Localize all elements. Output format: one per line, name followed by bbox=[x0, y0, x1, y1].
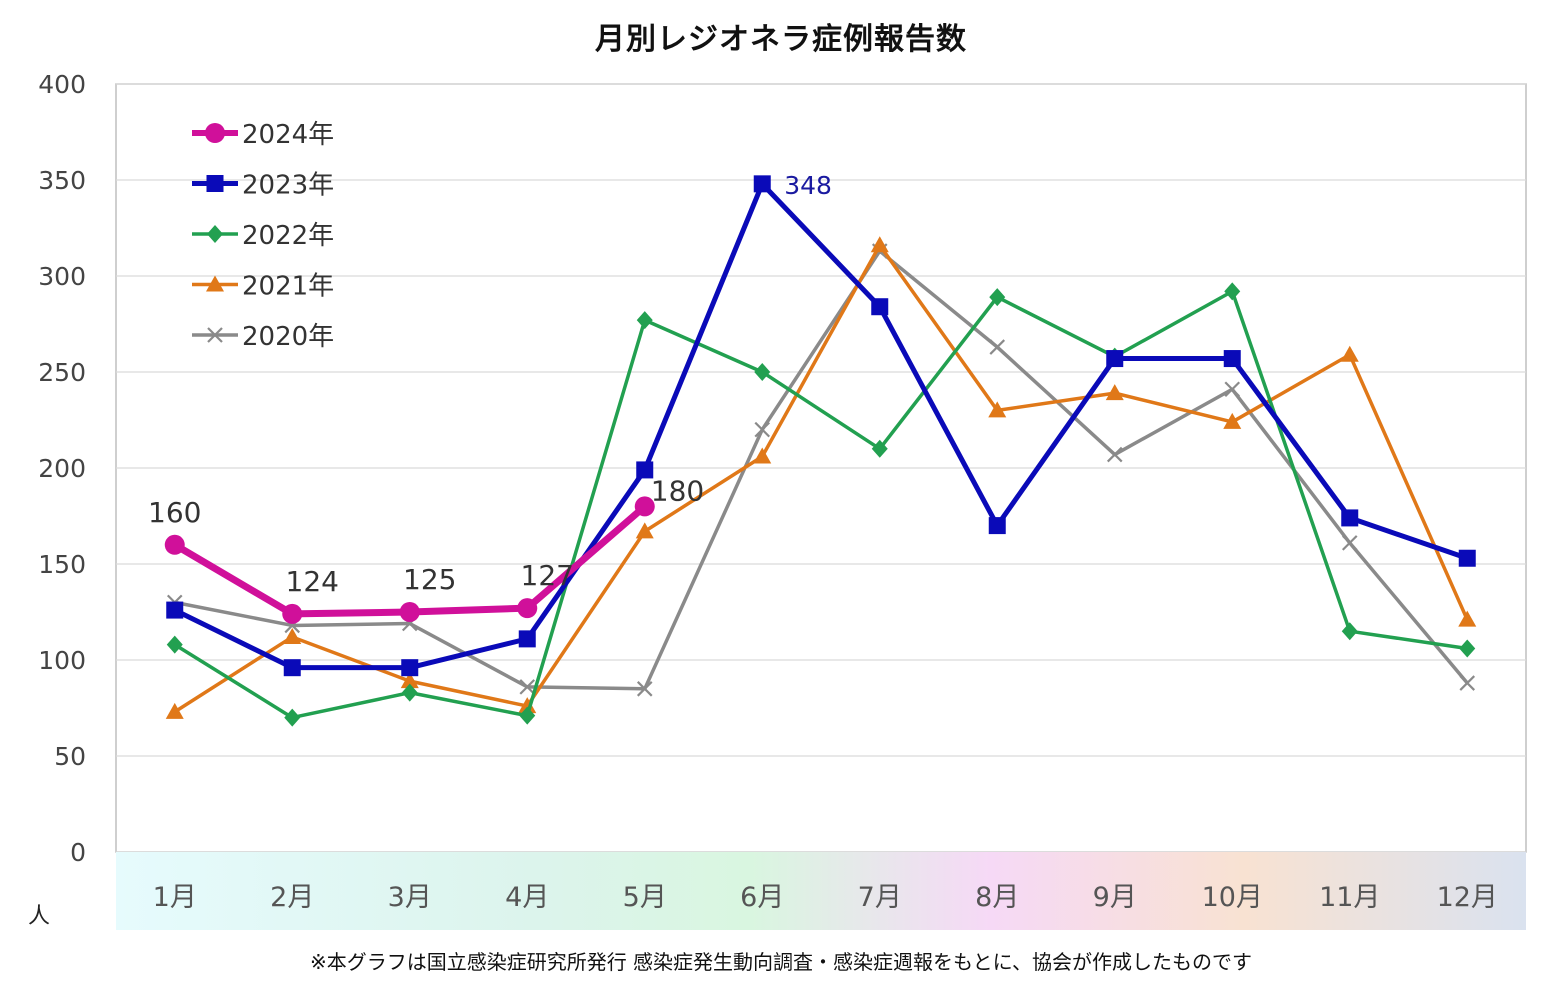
footnote: ※本グラフは国立感染症研究所発行 感染症発生動向調査・感染症週報をもとに、協会が… bbox=[309, 950, 1253, 974]
data-point bbox=[518, 630, 536, 648]
x-tick-label: 9月 bbox=[1093, 882, 1137, 913]
data-point bbox=[517, 598, 538, 619]
data-point bbox=[1341, 535, 1358, 551]
data-point bbox=[519, 679, 536, 695]
data-label: 180 bbox=[651, 474, 704, 507]
x-tick-label: 4月 bbox=[505, 882, 549, 913]
data-point bbox=[1223, 350, 1241, 368]
x-tick-label: 8月 bbox=[975, 882, 1019, 913]
x-tick-label: 7月 bbox=[858, 882, 902, 913]
data-point bbox=[401, 659, 419, 677]
data-point bbox=[1106, 350, 1124, 368]
data-point bbox=[282, 603, 303, 624]
y-tick-label: 150 bbox=[38, 550, 86, 579]
y-tick-label: 350 bbox=[38, 166, 86, 195]
data-point bbox=[989, 339, 1006, 355]
data-point bbox=[636, 461, 654, 479]
data-point bbox=[634, 496, 655, 517]
series-line-2022年 bbox=[173, 289, 1468, 720]
series-line-2021年 bbox=[173, 243, 1469, 714]
data-point bbox=[164, 534, 185, 555]
y-tick-label: 50 bbox=[54, 742, 86, 771]
data-point bbox=[1106, 446, 1123, 463]
y-tick-label: 250 bbox=[38, 358, 86, 387]
data-point bbox=[283, 627, 302, 644]
y-tick-label: 100 bbox=[38, 646, 86, 675]
data-point bbox=[207, 225, 223, 243]
data-point bbox=[519, 706, 536, 725]
data-label: 348 bbox=[784, 171, 832, 200]
data-label: 127 bbox=[521, 559, 574, 592]
x-tick-label: 1月 bbox=[153, 882, 197, 913]
x-tick-label: 3月 bbox=[388, 882, 432, 913]
x-tick-label: 11月 bbox=[1319, 882, 1380, 913]
series-line-2023年 bbox=[173, 181, 1469, 671]
y-tick-label: 200 bbox=[38, 454, 86, 483]
data-point bbox=[400, 672, 419, 689]
legend-label: 2023年 bbox=[242, 171, 334, 201]
data-point bbox=[1458, 610, 1477, 627]
data-point bbox=[1223, 412, 1242, 429]
data-point bbox=[206, 275, 224, 292]
data-point bbox=[401, 683, 418, 702]
legend-label: 2020年 bbox=[242, 322, 334, 352]
data-point bbox=[283, 659, 301, 677]
data-point bbox=[166, 601, 184, 619]
data-point bbox=[871, 439, 888, 458]
legend-label: 2022年 bbox=[242, 221, 334, 251]
data-point bbox=[754, 363, 771, 381]
data-point bbox=[636, 311, 653, 330]
data-label: 160 bbox=[148, 496, 201, 529]
data-point bbox=[754, 421, 771, 438]
data-point bbox=[166, 635, 183, 654]
legend-label: 2024年 bbox=[242, 120, 334, 150]
data-point bbox=[1340, 345, 1359, 362]
y-tick-label: 0 bbox=[70, 838, 86, 867]
data-point bbox=[989, 288, 1006, 307]
chart-title: 月別レジオネラ症例報告数 bbox=[595, 22, 967, 57]
data-point bbox=[871, 298, 889, 316]
y-tick-label: 300 bbox=[38, 262, 86, 291]
data-point bbox=[1341, 622, 1358, 641]
data-point bbox=[1459, 675, 1476, 691]
y-tick-label: 400 bbox=[38, 70, 86, 99]
y-axis-label: 人 bbox=[28, 904, 51, 929]
data-point bbox=[518, 697, 537, 714]
data-point bbox=[635, 522, 654, 539]
data-point bbox=[1105, 384, 1124, 401]
data-point bbox=[1459, 639, 1476, 658]
data-point bbox=[753, 175, 771, 193]
category-band bbox=[116, 852, 1526, 930]
data-point bbox=[284, 708, 301, 727]
series-line-2020年 bbox=[174, 249, 1469, 691]
data-point bbox=[636, 681, 653, 697]
data-point bbox=[207, 327, 223, 343]
data-point bbox=[165, 702, 184, 719]
data-point bbox=[753, 447, 772, 464]
data-label: 124 bbox=[286, 565, 339, 598]
data-point bbox=[870, 236, 889, 253]
data-point bbox=[205, 123, 225, 143]
data-point bbox=[1341, 509, 1359, 527]
x-tick-label: 10月 bbox=[1202, 882, 1263, 913]
x-tick-label: 12月 bbox=[1437, 882, 1498, 913]
data-label: 125 bbox=[403, 563, 456, 596]
data-point bbox=[1224, 381, 1241, 398]
data-point bbox=[1224, 282, 1241, 301]
x-tick-label: 2月 bbox=[270, 882, 314, 913]
x-tick-label: 5月 bbox=[623, 882, 667, 913]
data-point bbox=[988, 401, 1007, 418]
data-point bbox=[206, 175, 224, 192]
data-point bbox=[399, 602, 420, 622]
data-point bbox=[988, 517, 1006, 535]
data-point bbox=[1458, 549, 1476, 567]
legend-label: 2021年 bbox=[242, 272, 334, 302]
x-tick-label: 6月 bbox=[740, 882, 784, 913]
